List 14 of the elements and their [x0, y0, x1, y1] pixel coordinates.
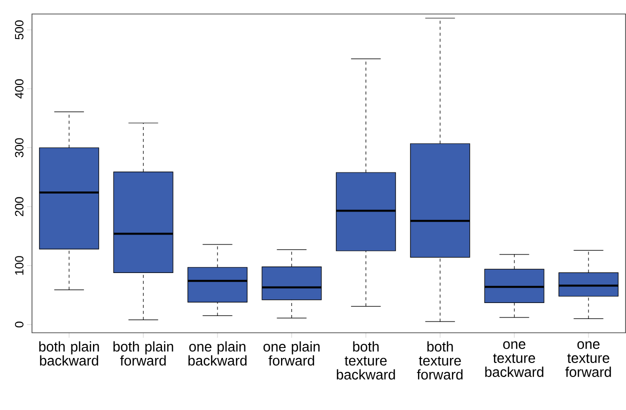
- y-tick-label: 500: [14, 20, 24, 40]
- y-tick-label: 200: [14, 197, 24, 216]
- x-tick-label: both plain backward: [39, 341, 99, 366]
- x-tick-label: one plain backward: [188, 341, 247, 366]
- x-tick-label: one plain forward: [263, 341, 320, 366]
- y-tick-label: 400: [14, 79, 24, 99]
- x-tick-label: one texture backward: [485, 341, 544, 378]
- y-tick-label: 300: [14, 138, 24, 158]
- x-tick-label: one texture forward: [565, 341, 611, 378]
- x-tick-label: both texture backward: [336, 341, 395, 380]
- x-tick-label: both texture forward: [416, 341, 463, 380]
- y-tick-label: 100: [14, 256, 24, 275]
- y-tick-label: 0: [14, 322, 24, 328]
- x-tick-label: both plain forward: [113, 341, 174, 366]
